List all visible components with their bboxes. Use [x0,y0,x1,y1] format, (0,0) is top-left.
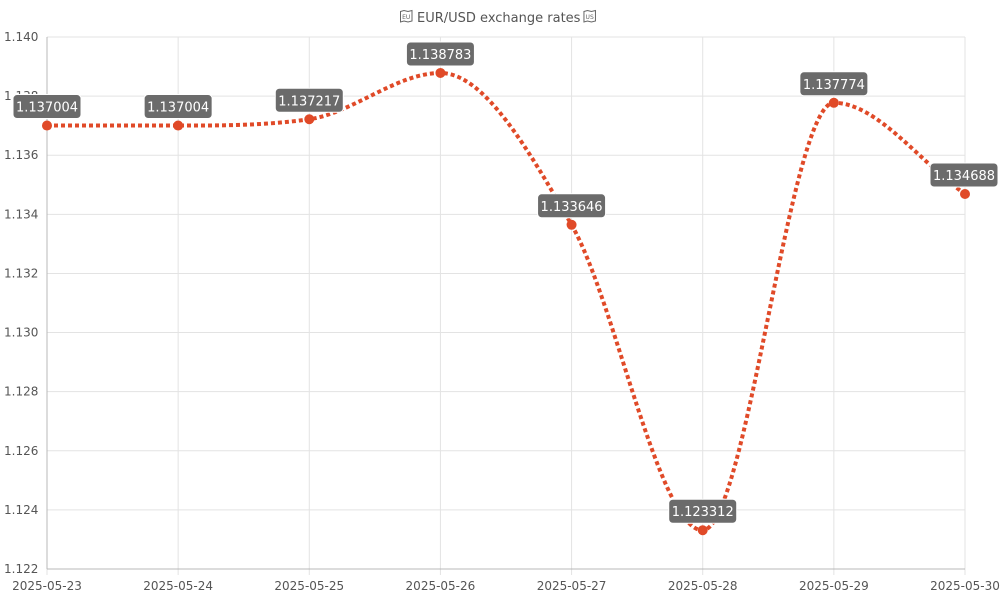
us-flag-icon: US [583,9,596,23]
data-label: 1.138783 [405,41,475,67]
y-tick-label: 1.130 [4,326,38,340]
data-label-text: 1.137217 [278,94,340,109]
x-tick-label: 2025-05-25 [274,579,344,593]
x-tick-label: 2025-05-24 [143,579,213,593]
data-label: 1.133646 [537,193,607,219]
y-tick-label: 1.132 [4,266,38,280]
data-label-text: 1.138783 [409,48,471,63]
y-tick-label: 1.136 [4,148,38,162]
data-label-text: 1.137774 [803,78,865,93]
eu-flag-icon: EU [400,9,413,23]
data-label-box [537,193,607,219]
data-label-box [929,162,999,188]
y-tick-label: 1.124 [4,503,38,517]
chart-title: EU EUR/USD exchange rates US [400,9,596,26]
data-point[interactable] [960,188,970,199]
data-point[interactable] [697,525,708,536]
svg-text:US: US [586,14,594,21]
data-label-box [668,498,738,524]
data-label-text: 1.134688 [933,169,995,184]
x-tick-label: 2025-05-29 [799,579,869,593]
x-tick-label: 2025-05-27 [537,579,607,593]
data-label-text: 1.123312 [672,505,734,520]
x-tick-label: 2025-05-28 [668,579,738,593]
y-gridlines [47,36,965,570]
y-tick-label: 1.134 [4,207,38,221]
data-point[interactable] [42,120,52,131]
data-label: 1.137217 [274,87,344,113]
data-label-box [12,94,82,120]
data-point[interactable] [566,219,577,230]
x-axis-ticks: 2025-05-23 2025-05-24 2025-05-25 2025-05-26… [12,579,1000,593]
data-label: 1.134688 [929,162,999,188]
data-label: 1.137004 [12,94,82,120]
data-point[interactable] [304,114,315,125]
data-points [42,67,970,536]
chart-title-text: EUR/USD exchange rates [417,11,581,26]
y-tick-label: 1.122 [4,562,38,576]
series-line [47,70,967,533]
y-tick-label: 1.126 [4,444,38,458]
data-label-text: 1.137004 [16,101,78,116]
data-label: 1.137774 [799,71,869,97]
data-point[interactable] [828,97,839,108]
data-point[interactable] [435,67,446,78]
x-tick-label: 2025-05-26 [406,579,476,593]
data-label-box [143,94,213,120]
svg-text:EU: EU [402,14,410,21]
data-label: 1.123312 [668,498,738,524]
y-tick-label: 1.140 [4,30,38,44]
data-label-text: 1.133646 [541,200,603,215]
data-label: 1.137004 [143,94,213,120]
data-point[interactable] [173,120,184,131]
data-label-box [405,41,475,67]
data-label-box [274,87,344,113]
x-tick-label: 2025-05-23 [12,579,82,593]
y-tick-label: 1.128 [4,385,38,399]
series-eurusd [47,70,967,533]
data-label-text: 1.137004 [147,101,209,116]
x-tick-label: 2025-05-30 [930,579,1000,593]
data-label-box [799,71,869,97]
data-labels: 1.137004 1.137004 1.137217 1.138783 1.133646… [12,41,999,524]
